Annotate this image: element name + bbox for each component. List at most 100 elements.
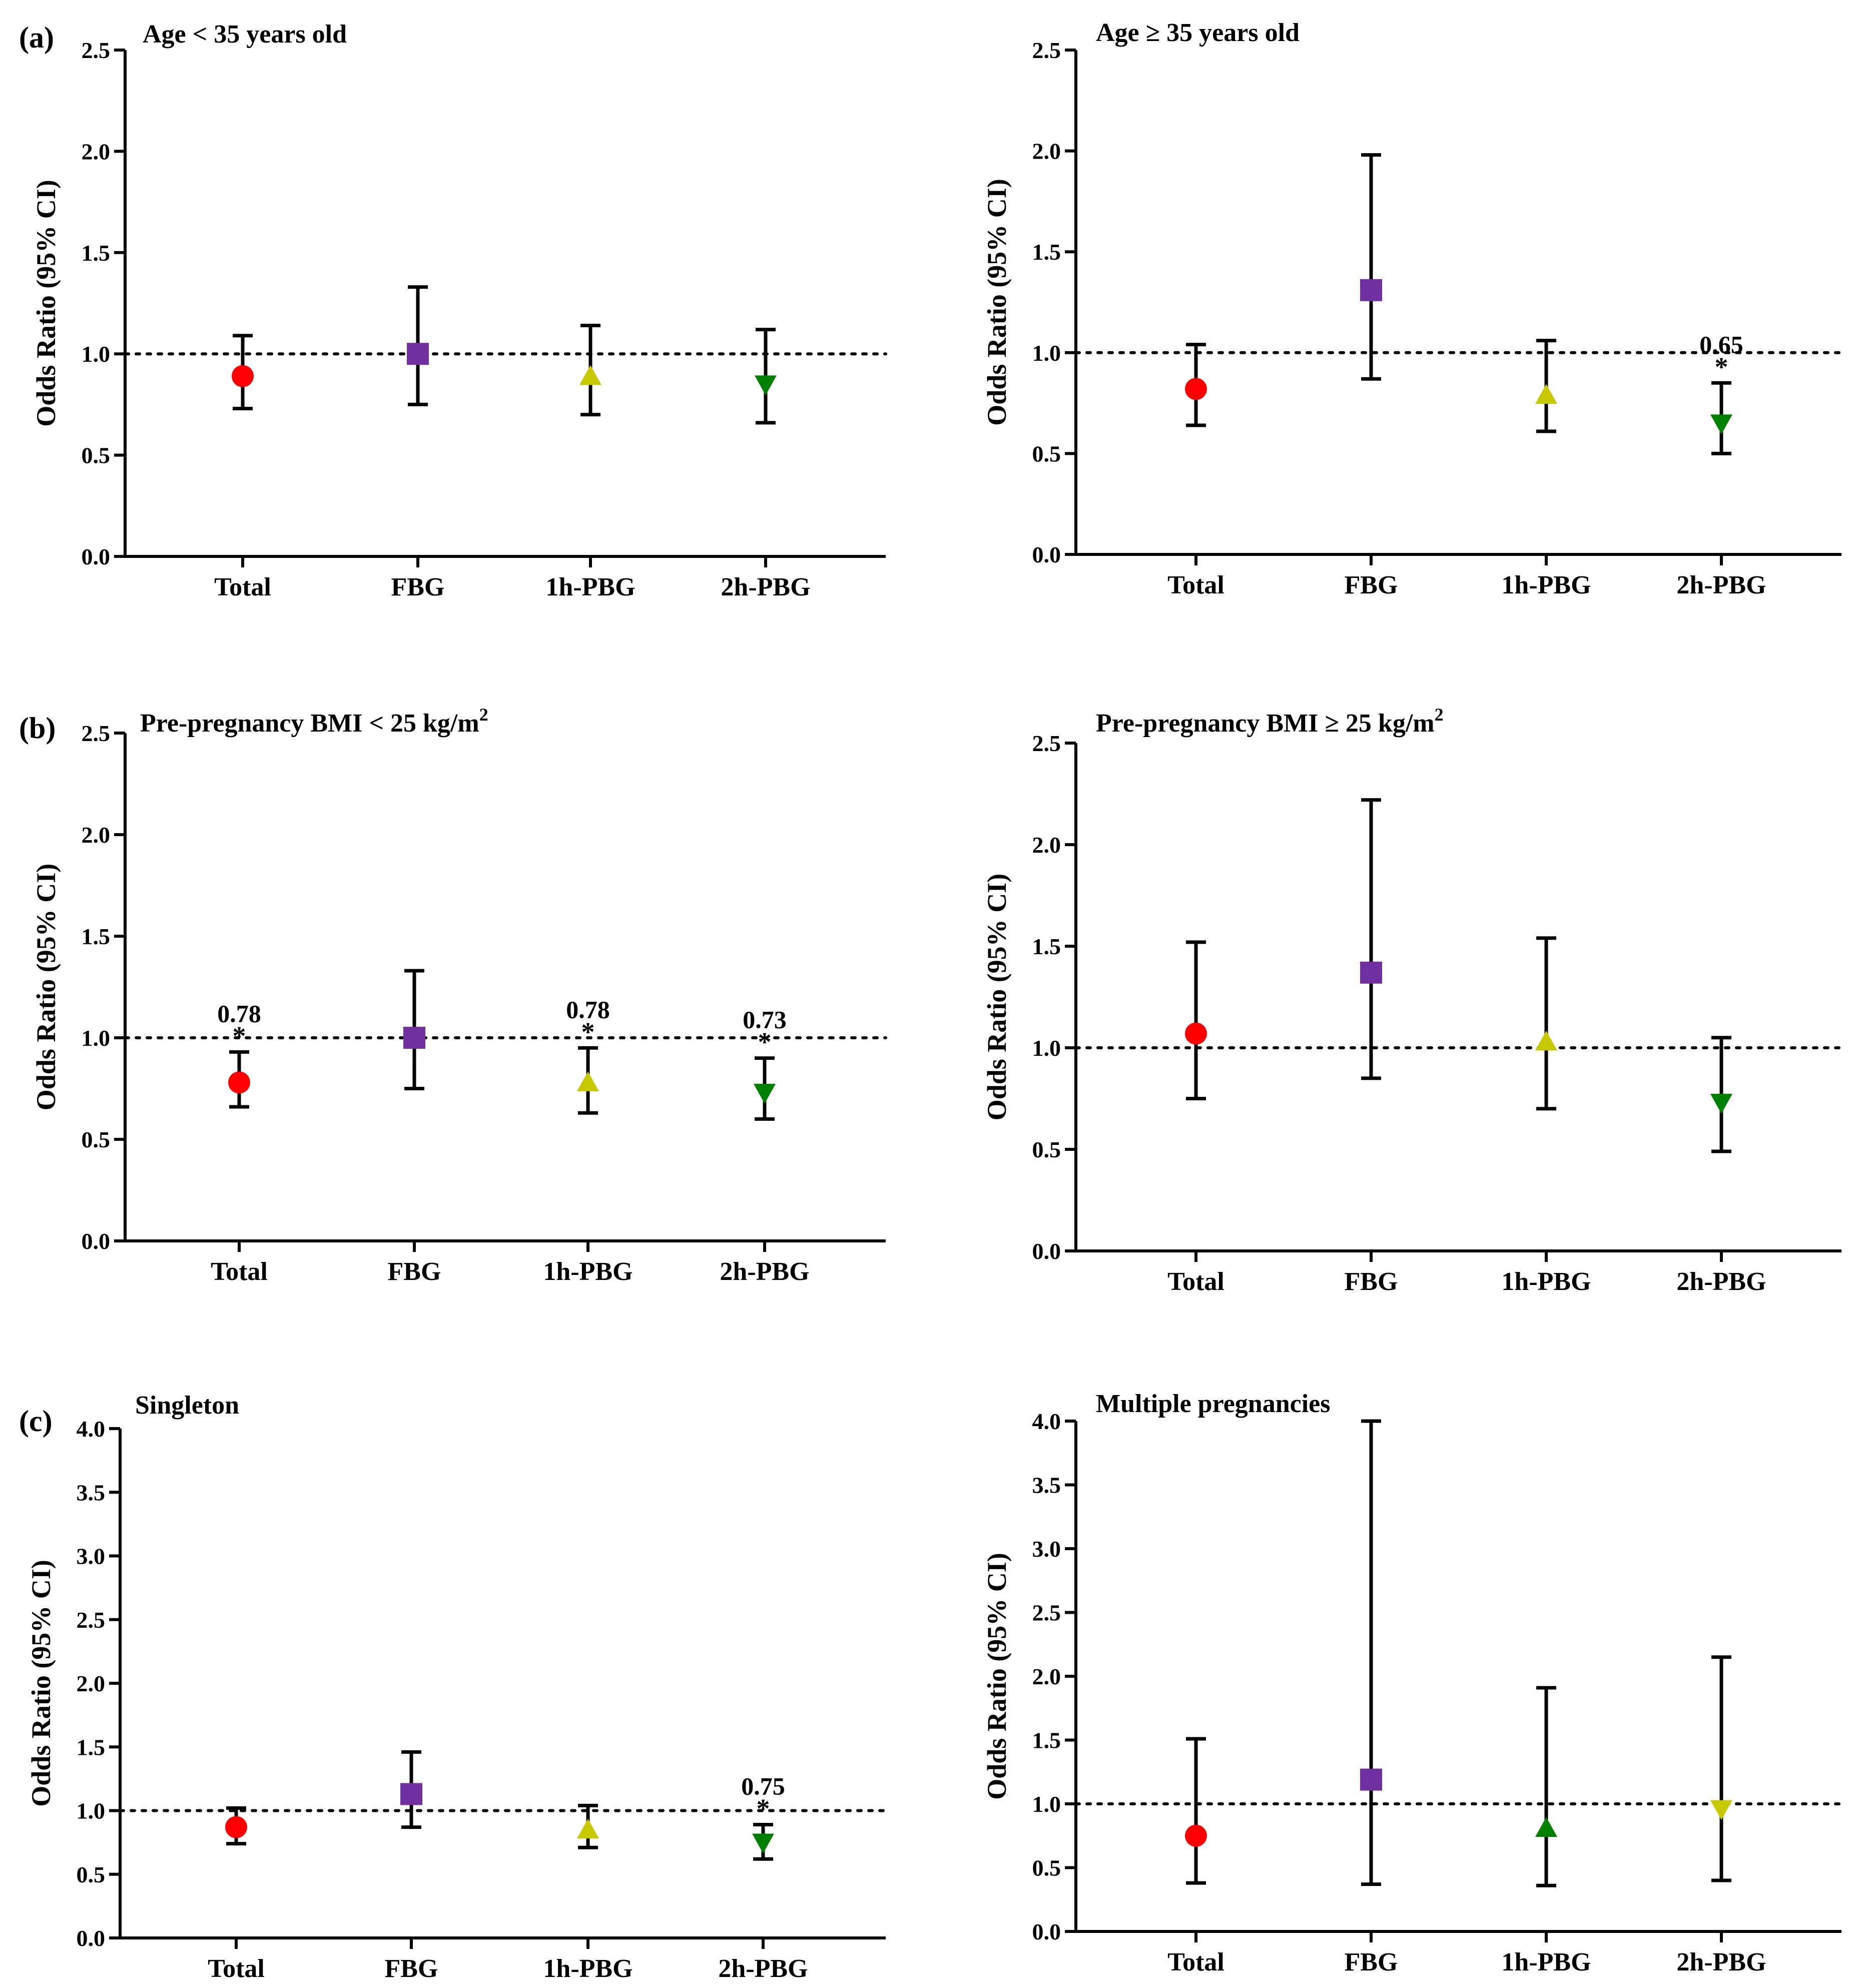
x-tick-label: Total bbox=[214, 573, 271, 601]
y-tick-label: 3.5 bbox=[1032, 1473, 1061, 1498]
panel-title: Age < 35 years old bbox=[143, 20, 347, 49]
panel-label: (a) bbox=[19, 21, 54, 54]
x-tick-label: Total bbox=[1167, 571, 1224, 599]
y-tick-label: 0.0 bbox=[1032, 1238, 1061, 1264]
data-point-square bbox=[1360, 1768, 1382, 1791]
y-tick-label: 0.0 bbox=[1032, 542, 1061, 567]
y-tick-label: 1.5 bbox=[82, 924, 111, 949]
data-point-square bbox=[400, 1783, 422, 1805]
x-tick-label: 2h-PBG bbox=[720, 1257, 809, 1286]
data-point-circle bbox=[228, 1071, 250, 1094]
data-point-circle bbox=[232, 365, 254, 387]
chart-panel-3: (b) Pre-pregnancy BMI < 25 kg/m2 0.0 0.5 1.0… bbox=[19, 705, 887, 1286]
panel-label: (c) bbox=[19, 1405, 53, 1438]
y-tick-label: 1.0 bbox=[77, 1798, 106, 1824]
x-tick-label: FBG bbox=[388, 1257, 441, 1286]
y-axis-label: Odds Ratio (95% CI) bbox=[31, 864, 61, 1111]
x-tick-label: 1h-PBG bbox=[1501, 1267, 1591, 1296]
x-tick-label: FBG bbox=[1345, 571, 1398, 599]
x-tick-label: 2h-PBG bbox=[1676, 1267, 1766, 1296]
title-superscript: 2 bbox=[479, 705, 488, 725]
y-tick-label: 2.0 bbox=[1032, 1664, 1061, 1689]
y-tick-label: 0.0 bbox=[82, 544, 111, 569]
y-tick-label: 0.0 bbox=[82, 1228, 111, 1254]
x-tick-label: 2h-PBG bbox=[1676, 571, 1766, 599]
y-tick-label: 2.5 bbox=[1032, 731, 1061, 756]
significance-star: * bbox=[758, 1027, 772, 1057]
panel-title: Pre-pregnancy BMI < 25 kg/m2 bbox=[140, 705, 488, 738]
y-tick-label: 1.5 bbox=[77, 1734, 106, 1760]
y-tick-label: 0.5 bbox=[1032, 441, 1061, 466]
x-tick-label: FBG bbox=[1345, 1948, 1398, 1976]
y-tick-label: 0.5 bbox=[1032, 1855, 1061, 1881]
y-tick-label: 1.0 bbox=[82, 1025, 111, 1051]
y-tick-label: 4.0 bbox=[77, 1416, 106, 1442]
x-tick-label: FBG bbox=[1345, 1267, 1398, 1296]
x-tick-label: 2h-PBG bbox=[718, 1954, 808, 1983]
panel-title: Age ≥ 35 years old bbox=[1096, 19, 1300, 47]
y-axis-label: Odds Ratio (95% CI) bbox=[26, 1560, 56, 1807]
y-tick-label: 2.5 bbox=[1032, 1600, 1061, 1626]
chart-panel-2: Age ≥ 35 years old 0.0 0.5 1.0 1.5 2.0 2.5 Odds… bbox=[982, 19, 1843, 599]
y-tick-label: 2.0 bbox=[82, 822, 111, 848]
y-tick-label: 3.0 bbox=[77, 1544, 106, 1569]
annotation-value: 0.78 bbox=[566, 995, 610, 1023]
panel-label: (b) bbox=[19, 712, 56, 745]
data-point-circle bbox=[1185, 378, 1207, 400]
panel-title: Pre-pregnancy BMI ≥ 25 kg/m2 bbox=[1096, 705, 1444, 738]
significance-star: * bbox=[1715, 352, 1728, 382]
y-tick-label: 2.5 bbox=[1032, 38, 1061, 63]
chart-panel-4: Pre-pregnancy BMI ≥ 25 kg/m2 0.0 0.5 1.0 1.5… bbox=[982, 705, 1843, 1296]
data-point-triangle-down bbox=[1710, 1800, 1732, 1820]
y-axis-label: Odds Ratio (95% CI) bbox=[982, 1553, 1012, 1800]
significance-star: * bbox=[757, 1793, 770, 1823]
y-tick-label: 1.0 bbox=[1032, 1035, 1061, 1061]
data-point-square bbox=[1360, 279, 1382, 301]
x-tick-label: FBG bbox=[385, 1954, 438, 1983]
y-tick-label: 4.0 bbox=[1032, 1409, 1061, 1434]
y-tick-label: 2.0 bbox=[82, 139, 111, 164]
x-tick-label: Total bbox=[208, 1954, 265, 1983]
y-tick-label: 1.5 bbox=[82, 240, 111, 266]
y-tick-label: 2.0 bbox=[1032, 139, 1061, 164]
data-point-triangle-up bbox=[1535, 384, 1557, 404]
data-point-triangle-up bbox=[1535, 1817, 1557, 1837]
x-tick-label: Total bbox=[1167, 1948, 1224, 1976]
data-point-triangle-down bbox=[752, 1833, 774, 1854]
y-axis-label: Odds Ratio (95% CI) bbox=[982, 874, 1012, 1121]
y-axis-label: Odds Ratio (95% CI) bbox=[31, 180, 61, 427]
data-point-triangle-down bbox=[754, 1084, 776, 1104]
data-point-circle bbox=[1185, 1022, 1207, 1045]
data-point-square bbox=[407, 343, 429, 365]
data-point-triangle-down bbox=[1710, 414, 1732, 434]
significance-star: * bbox=[581, 1017, 595, 1047]
data-point-triangle-down bbox=[1710, 1094, 1732, 1114]
data-point-circle bbox=[1185, 1824, 1207, 1847]
annotation-value: 0.78 bbox=[217, 999, 261, 1027]
data-point-triangle-up bbox=[1535, 1030, 1557, 1051]
data-point-triangle-down bbox=[755, 375, 777, 395]
y-tick-label: 0.0 bbox=[1032, 1919, 1061, 1944]
data-point-triangle-up bbox=[577, 1071, 599, 1091]
y-tick-label: 2.5 bbox=[82, 38, 111, 63]
annotation-value: 0.73 bbox=[743, 1006, 787, 1034]
x-tick-label: 1h-PBG bbox=[1501, 1948, 1591, 1976]
y-tick-label: 2.5 bbox=[77, 1607, 106, 1633]
x-tick-label: 2h-PBG bbox=[721, 573, 810, 601]
x-tick-label: 1h-PBG bbox=[543, 1257, 633, 1286]
y-tick-label: 1.0 bbox=[1032, 340, 1061, 366]
x-tick-label: 1h-PBG bbox=[543, 1954, 633, 1983]
y-tick-label: 0.5 bbox=[1032, 1137, 1061, 1162]
annotation-value: 0.65 bbox=[1699, 330, 1743, 358]
x-tick-label: 1h-PBG bbox=[545, 573, 635, 601]
panel-title: Multiple pregnancies bbox=[1096, 1390, 1330, 1418]
panel-title: Singleton bbox=[135, 1391, 239, 1420]
y-tick-label: 3.5 bbox=[77, 1480, 106, 1505]
x-tick-label: 2h-PBG bbox=[1676, 1948, 1766, 1976]
y-tick-label: 1.5 bbox=[1032, 934, 1061, 959]
annotation-value: 0.75 bbox=[741, 1772, 785, 1800]
data-point-triangle-up bbox=[577, 1818, 599, 1839]
y-tick-label: 0.5 bbox=[82, 1127, 111, 1152]
chart-panel-1: (a) Age < 35 years old 0.0 0.5 1.0 1.5 2.0 2.5 O… bbox=[19, 20, 887, 601]
